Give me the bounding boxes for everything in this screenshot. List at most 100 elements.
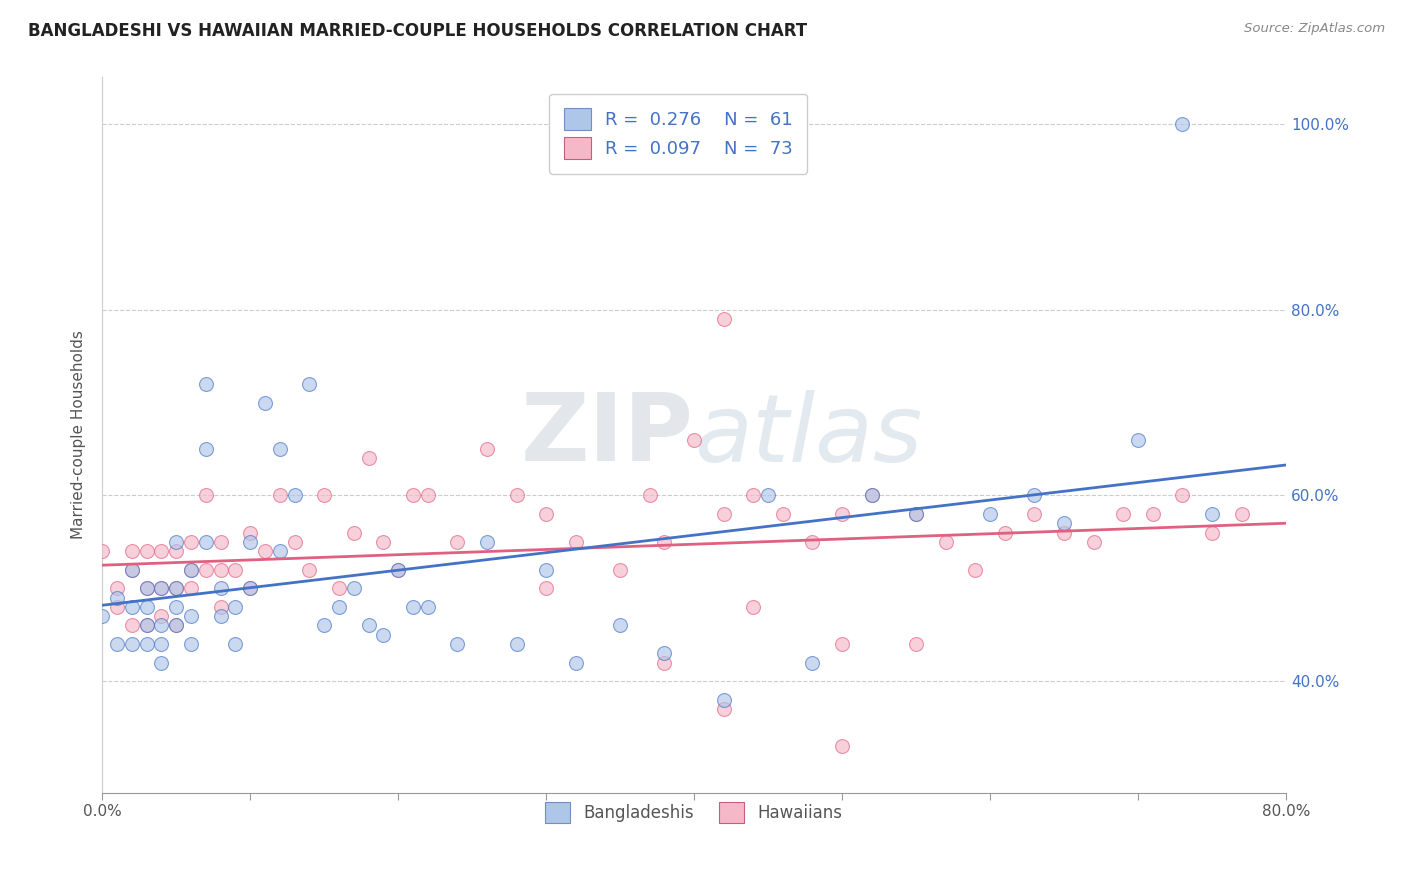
Point — [209, 582, 232, 596]
Point — [357, 618, 380, 632]
Point — [253, 544, 276, 558]
Point — [121, 563, 143, 577]
Point — [253, 395, 276, 409]
Point — [150, 656, 173, 670]
Point — [150, 582, 173, 596]
Point — [402, 599, 425, 614]
Point — [1171, 117, 1194, 131]
Point — [564, 534, 586, 549]
Point — [298, 563, 321, 577]
Point — [194, 488, 217, 502]
Point — [1024, 507, 1046, 521]
Point — [150, 609, 173, 624]
Point — [180, 609, 202, 624]
Point — [534, 563, 557, 577]
Point — [979, 507, 1001, 521]
Point — [742, 488, 765, 502]
Point — [209, 599, 232, 614]
Point — [239, 525, 262, 540]
Point — [801, 656, 824, 670]
Point — [564, 656, 586, 670]
Text: Source: ZipAtlas.com: Source: ZipAtlas.com — [1244, 22, 1385, 36]
Point — [180, 534, 202, 549]
Point — [209, 534, 232, 549]
Point — [1142, 507, 1164, 521]
Point — [683, 433, 706, 447]
Point — [165, 582, 187, 596]
Point — [269, 442, 291, 456]
Point — [1112, 507, 1135, 521]
Point — [905, 637, 928, 651]
Point — [387, 563, 409, 577]
Point — [416, 488, 439, 502]
Point — [194, 376, 217, 391]
Point — [194, 534, 217, 549]
Point — [534, 507, 557, 521]
Point — [284, 534, 307, 549]
Point — [91, 609, 114, 624]
Point — [165, 599, 187, 614]
Point — [1024, 488, 1046, 502]
Point — [135, 637, 157, 651]
Point — [209, 609, 232, 624]
Point — [135, 582, 157, 596]
Point — [713, 702, 735, 716]
Point — [105, 599, 128, 614]
Text: ZIP: ZIP — [522, 389, 695, 481]
Point — [1053, 525, 1076, 540]
Point — [150, 582, 173, 596]
Point — [314, 618, 336, 632]
Point — [135, 582, 157, 596]
Point — [475, 442, 498, 456]
Point — [654, 534, 676, 549]
Point — [772, 507, 794, 521]
Point — [135, 599, 157, 614]
Point — [638, 488, 661, 502]
Point — [135, 618, 157, 632]
Point — [328, 599, 350, 614]
Point — [314, 488, 336, 502]
Point — [831, 507, 853, 521]
Point — [742, 599, 765, 614]
Point — [831, 739, 853, 754]
Point — [505, 488, 527, 502]
Text: atlas: atlas — [695, 390, 922, 481]
Point — [105, 582, 128, 596]
Point — [180, 582, 202, 596]
Point — [475, 534, 498, 549]
Point — [150, 618, 173, 632]
Point — [328, 582, 350, 596]
Point — [416, 599, 439, 614]
Point — [654, 646, 676, 660]
Point — [713, 507, 735, 521]
Point — [105, 637, 128, 651]
Point — [239, 582, 262, 596]
Point — [121, 637, 143, 651]
Point — [831, 637, 853, 651]
Point — [965, 563, 987, 577]
Point — [343, 525, 366, 540]
Point — [1230, 507, 1253, 521]
Legend: Bangladeshis, Hawaiians: Bangladeshis, Hawaiians — [534, 790, 855, 834]
Point — [91, 544, 114, 558]
Point — [135, 618, 157, 632]
Point — [239, 582, 262, 596]
Point — [801, 534, 824, 549]
Point — [284, 488, 307, 502]
Point — [121, 618, 143, 632]
Point — [713, 312, 735, 326]
Point — [165, 582, 187, 596]
Point — [269, 544, 291, 558]
Point — [150, 544, 173, 558]
Point — [1083, 534, 1105, 549]
Point — [269, 488, 291, 502]
Point — [165, 618, 187, 632]
Point — [194, 442, 217, 456]
Text: BANGLADESHI VS HAWAIIAN MARRIED-COUPLE HOUSEHOLDS CORRELATION CHART: BANGLADESHI VS HAWAIIAN MARRIED-COUPLE H… — [28, 22, 807, 40]
Point — [165, 534, 187, 549]
Point — [373, 628, 395, 642]
Point — [1201, 525, 1223, 540]
Point — [121, 544, 143, 558]
Point — [224, 599, 246, 614]
Point — [209, 563, 232, 577]
